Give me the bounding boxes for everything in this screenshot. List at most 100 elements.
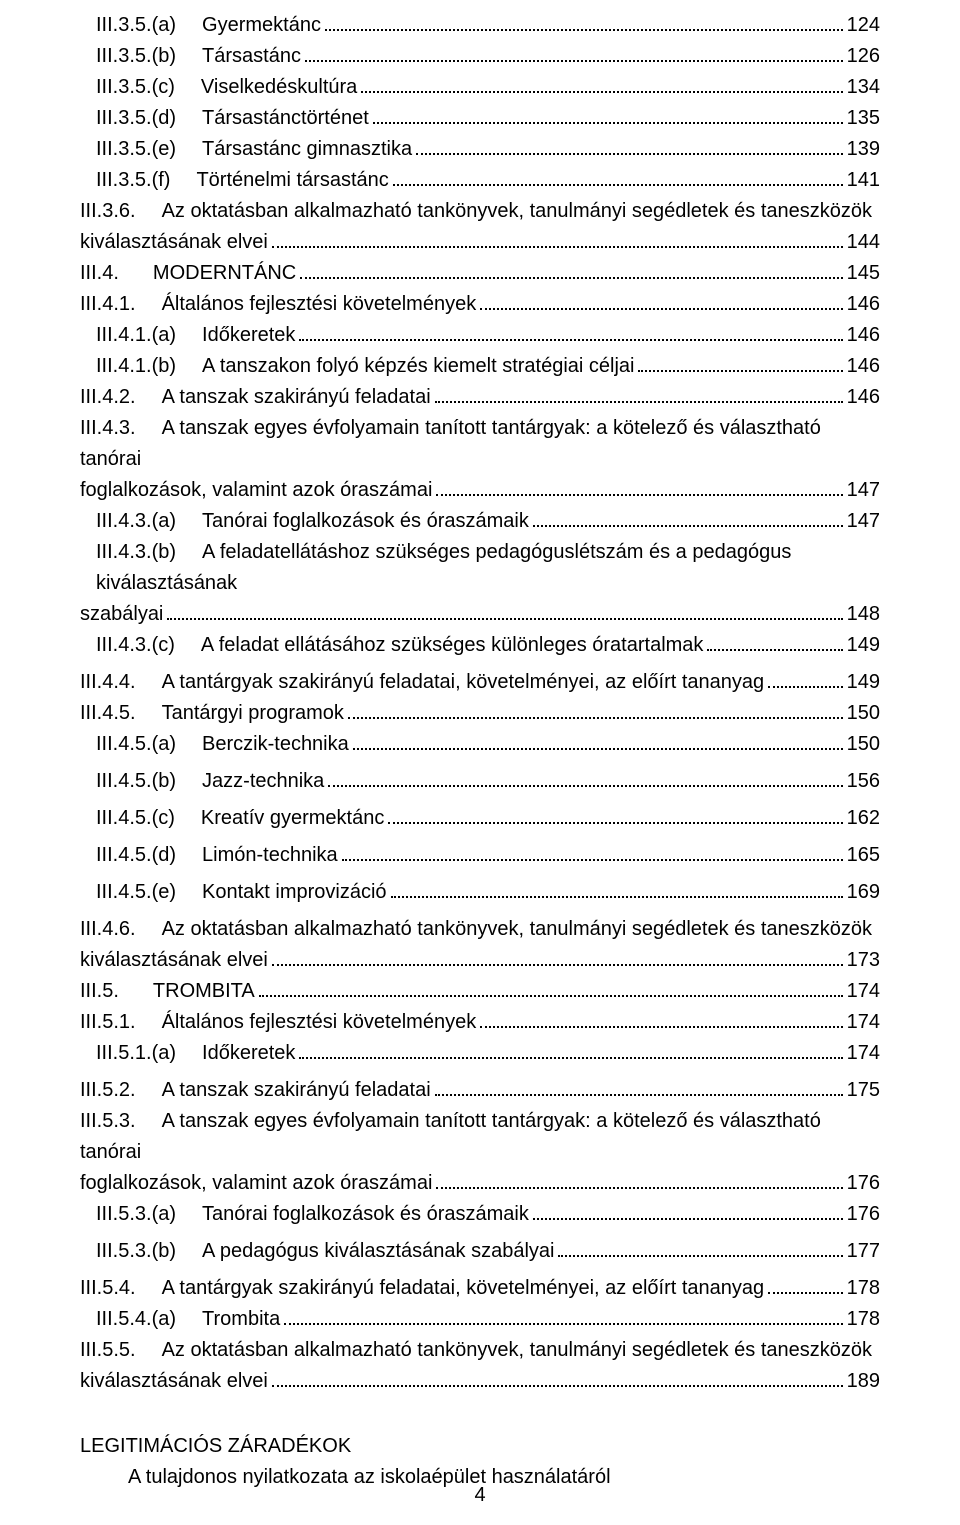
toc-leader	[373, 108, 843, 124]
toc-label: III.3.5.(a)	[96, 10, 176, 41]
toc-title: A tanszak szakirányú feladatai	[162, 1075, 431, 1106]
toc-title-continuation: kiválasztásának elvei	[80, 1366, 268, 1397]
toc-title: A tanszak szakirányú feladatai	[162, 382, 431, 413]
toc-leader	[299, 1043, 842, 1059]
toc-label: III.4.5.(c)	[96, 803, 175, 834]
toc-entry: III.3.5.(d)Társastánctörténet 135	[80, 103, 880, 134]
toc-label: III.5.2.	[80, 1075, 136, 1106]
toc-title: Az oktatásban alkalmazható tankönyvek, t…	[162, 1339, 872, 1361]
toc-title: Általános fejlesztési követelmények	[162, 289, 477, 320]
toc-leader	[388, 808, 842, 824]
toc-entry: III.3.5.(b)Társastánc 126	[80, 41, 880, 72]
toc-entry: III.4.5.(a)Berczik-technika 150	[80, 729, 880, 760]
toc-label: III.3.5.(e)	[96, 134, 176, 165]
toc-entry: III.4.3.(b)A feladatellátáshoz szükséges…	[80, 537, 880, 630]
toc-entry: III.4.3.(c) A feladat ellátásához szükség…	[80, 630, 880, 661]
toc-title: Tantárgyi programok	[162, 698, 344, 729]
toc-label: III.3.5.(f)	[96, 165, 170, 196]
toc-label: III.4.3.	[80, 417, 136, 439]
toc-title: Tanórai foglalkozások és óraszámaik	[202, 1199, 529, 1230]
toc-title-continuation: foglalkozások, valamint azok óraszámai	[80, 475, 432, 506]
toc-entry: III.3.5.(c)Viselkedéskultúra 134	[80, 72, 880, 103]
toc-page: 178	[847, 1304, 880, 1335]
toc-page: 146	[847, 351, 880, 382]
toc-leader	[480, 1012, 842, 1028]
toc-entry: III.4.5.(c)Kreatív gyermektánc 162	[80, 803, 880, 834]
toc-title: Limón-technika	[202, 840, 338, 871]
toc-page: 169	[847, 877, 880, 908]
toc-title: Gyermektánc	[202, 10, 321, 41]
toc-entry: III.5.4.(a)Trombita 178	[80, 1304, 880, 1335]
toc-leader	[361, 77, 842, 93]
toc-title: Társastánc gimnasztika	[202, 134, 412, 165]
toc-label: III.4.3.(c)	[96, 630, 175, 661]
toc-label: III.4.5.(e)	[96, 877, 176, 908]
toc-label: III.3.6.	[80, 200, 136, 222]
toc-title: A tanszakon folyó képzés kiemelt stratég…	[202, 351, 634, 382]
toc-label: III.3.5.(c)	[96, 72, 175, 103]
toc-page: 147	[847, 475, 880, 506]
toc-leader	[284, 1309, 842, 1325]
toc-leader	[259, 981, 843, 997]
toc-leader	[391, 882, 843, 898]
toc-title: Berczik-technika	[202, 729, 349, 760]
toc-title: A feladatellátáshoz szükséges pedagógusl…	[96, 541, 791, 594]
toc-title-continuation: kiválasztásának elvei	[80, 945, 268, 976]
appendix-heading: LEGITIMÁCIÓS ZÁRADÉKOK	[80, 1431, 880, 1462]
toc-title: A tanszak egyes évfolyamain tanított tan…	[80, 417, 821, 470]
toc-entry: III.5.2. A tanszak szakirányú feladatai 1…	[80, 1075, 880, 1106]
toc-title: Általános fejlesztési követelmények	[162, 1007, 477, 1038]
toc-page: 176	[847, 1199, 880, 1230]
toc-leader	[435, 387, 843, 403]
toc-page: 162	[847, 803, 880, 834]
toc-label: III.5.3.(b)	[96, 1236, 176, 1267]
toc-title: Trombita	[202, 1304, 280, 1335]
toc-leader	[353, 734, 843, 750]
toc-title: Tanórai foglalkozások és óraszámaik	[202, 506, 529, 537]
toc-leader	[300, 263, 842, 279]
toc-title: A feladat ellátásához szükséges különleg…	[201, 630, 704, 661]
toc-entry: III.4.MODERNTÁNC 145	[80, 258, 880, 289]
toc-title: Időkeretek	[202, 320, 295, 351]
toc-entry: III.3.5.(f)Történelmi társastánc 141	[80, 165, 880, 196]
toc-label: III.5.5.	[80, 1339, 136, 1361]
toc-title: Viselkedéskultúra	[201, 72, 357, 103]
toc-label: III.4.1.(a)	[96, 320, 176, 351]
toc-title: Az oktatásban alkalmazható tankönyvek, t…	[162, 200, 872, 222]
toc-leader	[480, 294, 842, 310]
toc-page: 126	[847, 41, 880, 72]
toc-title: MODERNTÁNC	[153, 258, 296, 289]
toc-title: TROMBITA	[153, 976, 255, 1007]
toc-entry: III.3.5.(e)Társastánc gimnasztika 139	[80, 134, 880, 165]
toc-page: 150	[847, 698, 880, 729]
toc-page: 146	[847, 382, 880, 413]
toc-title: Társastánctörténet	[202, 103, 369, 134]
toc-leader	[167, 604, 842, 620]
toc-leader	[533, 511, 843, 527]
toc-label: III.4.2.	[80, 382, 136, 413]
toc-page: 174	[847, 1007, 880, 1038]
toc-page: 146	[847, 320, 880, 351]
toc-label: III.5.4.	[80, 1273, 136, 1304]
toc-label: III.4.3.(a)	[96, 506, 176, 537]
toc-leader	[299, 325, 842, 341]
page-number: 4	[0, 1484, 960, 1507]
toc-leader	[768, 1278, 842, 1294]
toc-page: 144	[847, 227, 880, 258]
toc-page: 175	[847, 1075, 880, 1106]
toc-leader	[436, 1173, 842, 1189]
toc-entry: III.3.6. Az oktatásban alkalmazható tankö…	[80, 196, 880, 258]
toc-entry: III.5.4. A tantárgyak szakirányú feladata…	[80, 1273, 880, 1304]
toc-title: A tantárgyak szakirányú feladatai, követ…	[162, 1273, 765, 1304]
toc-title: Az oktatásban alkalmazható tankönyvek, t…	[162, 918, 872, 940]
toc-entry: III.4.5.(d)Limón-technika 165	[80, 840, 880, 871]
toc-title: A tantárgyak szakirányú feladatai, követ…	[162, 667, 765, 698]
toc-title: A pedagógus kiválasztásának szabályai	[202, 1236, 554, 1267]
toc-entry: III.5.5. Az oktatásban alkalmazható tankö…	[80, 1335, 880, 1397]
toc-title-continuation: szabályai	[80, 599, 163, 630]
table-of-contents: III.3.5.(a)Gyermektánc 124III.3.5.(b)Tár…	[80, 10, 880, 1397]
toc-leader	[325, 15, 843, 31]
toc-leader	[272, 1371, 843, 1387]
toc-label: III.4.5.(b)	[96, 766, 176, 797]
toc-page: 146	[847, 289, 880, 320]
